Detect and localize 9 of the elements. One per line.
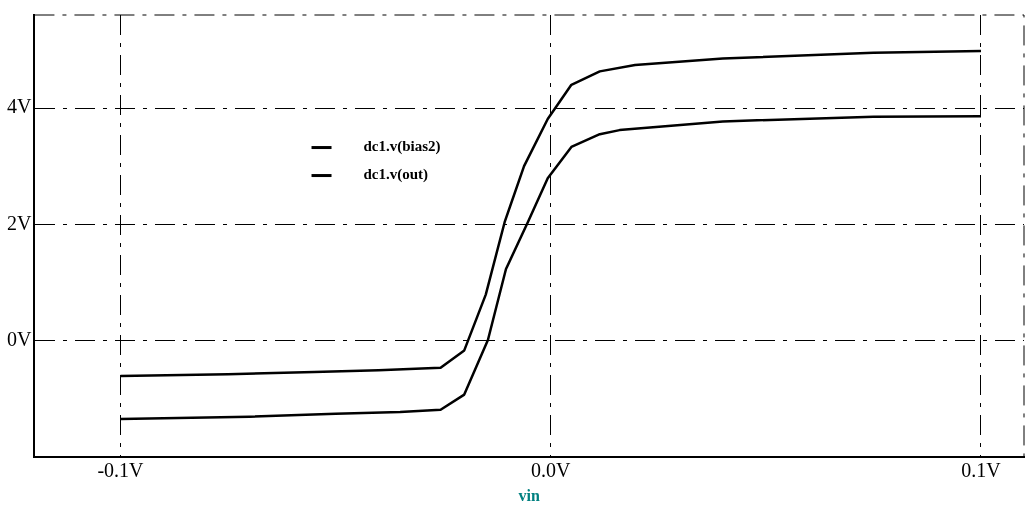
x-axis-title: vin (518, 486, 540, 504)
legend-label: dc1.v(out) (363, 166, 429, 184)
legend-label: dc1.v(bias2) (363, 138, 441, 156)
y-tick-label: 4V (6, 95, 32, 118)
y-tick-label: 2V (6, 211, 32, 234)
x-tick-label: 0.0V (531, 459, 572, 482)
x-tick-label: -0.1V (97, 459, 145, 482)
x-tick-label: 0.1V (961, 459, 1002, 482)
y-tick-label: 0V (6, 327, 32, 350)
